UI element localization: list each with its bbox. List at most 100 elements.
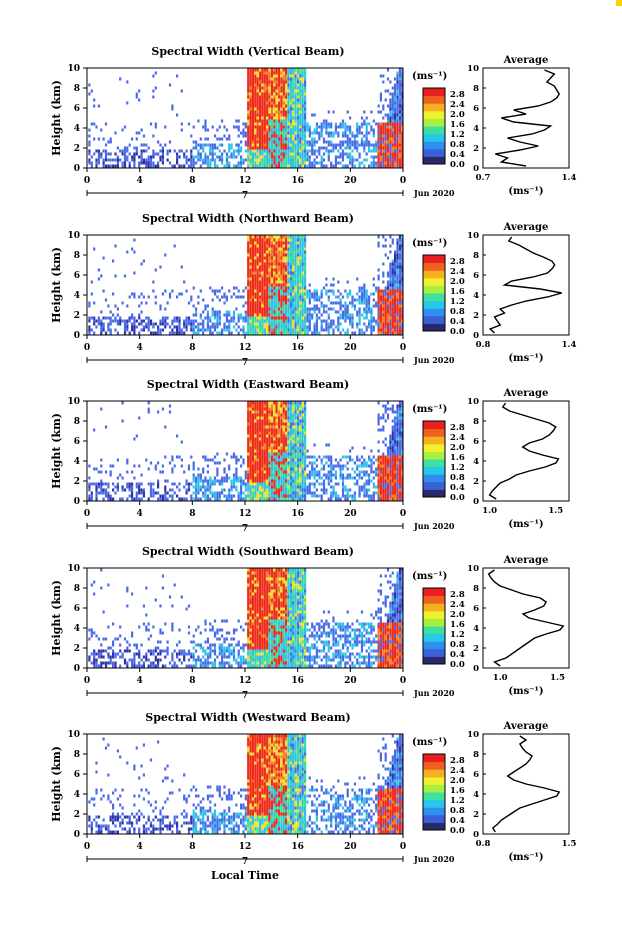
heatmap-cell [223, 126, 225, 129]
heatmap-cell [133, 317, 135, 320]
heatmap-cell [290, 75, 292, 78]
heatmap-cell [152, 156, 154, 159]
heatmap-cell [387, 447, 389, 450]
heatmap-cell [302, 317, 304, 320]
heatmap-cell [378, 144, 380, 147]
heatmap-cell [299, 90, 301, 93]
heatmap-cell [124, 153, 126, 156]
heatmap-cell [297, 447, 299, 450]
heatmap-cell [325, 290, 327, 293]
heatmap-cell [250, 468, 252, 471]
heatmap-cell [93, 323, 95, 326]
heatmap-cell [302, 492, 304, 495]
heatmap-cell [259, 308, 261, 311]
heatmap-cell [280, 281, 282, 284]
heatmap-cell [370, 480, 372, 483]
heatmap-cell [159, 150, 161, 153]
heatmap-cell [330, 326, 332, 329]
heatmap-cell [254, 272, 256, 275]
heatmap-cell [285, 96, 287, 99]
heatmap-cell [261, 120, 263, 123]
heatmap-cell [254, 471, 256, 474]
heatmap-cell [114, 492, 116, 495]
heatmap-cell [186, 150, 188, 153]
heatmap-cell [88, 84, 90, 87]
heatmap-cell [295, 462, 297, 465]
heatmap-cell [250, 72, 252, 75]
heatmap-cell [354, 299, 356, 302]
heatmap-cell [174, 326, 176, 329]
heatmap-cell [285, 477, 287, 480]
heatmap-cell [157, 486, 159, 489]
heatmap-cell [126, 305, 128, 308]
heatmap-cell [389, 117, 391, 120]
heatmap-cell [392, 284, 394, 287]
heatmap-cell [107, 326, 109, 329]
y-tick-label: 0 [74, 331, 80, 341]
heatmap-cell [264, 308, 266, 311]
heatmap-cell [318, 311, 320, 314]
heatmap-cell [290, 126, 292, 129]
heatmap-cell [273, 120, 275, 123]
heatmap-cell [273, 135, 275, 138]
heatmap-cell [169, 162, 171, 165]
heatmap-cell [278, 275, 280, 278]
heatmap-cell [380, 308, 382, 311]
heatmap-cell [387, 156, 389, 159]
heatmap-cell [266, 326, 268, 329]
heatmap-cell [283, 263, 285, 266]
heatmap-cell [171, 323, 173, 326]
heatmap-cell [143, 495, 145, 498]
heatmap-cell [250, 162, 252, 165]
heatmap-cell [193, 162, 195, 165]
heatmap-cell [254, 257, 256, 260]
heatmap-cell [252, 489, 254, 492]
heatmap-cell [321, 477, 323, 480]
heatmap-cell [278, 474, 280, 477]
heatmap-cell [252, 459, 254, 462]
heatmap-cell [389, 275, 391, 278]
heatmap-cell [273, 447, 275, 450]
heatmap-cell [297, 129, 299, 132]
heatmap-cell [373, 471, 375, 474]
heatmap-cell [143, 159, 145, 162]
heatmap-cell [399, 441, 401, 444]
heatmap-cell [392, 486, 394, 489]
heatmap-cell [285, 305, 287, 308]
heatmap-cell [228, 477, 230, 480]
heatmap-cell [221, 153, 223, 156]
heatmap-cell [287, 129, 289, 132]
heatmap-cell [129, 495, 131, 498]
heatmap-cell [290, 471, 292, 474]
heatmap-cell [271, 477, 273, 480]
heatmap-cell [337, 462, 339, 465]
profile-y-tick-label: 6 [473, 104, 479, 114]
heatmap-cell [254, 90, 256, 93]
heatmap-cell [311, 492, 313, 495]
heatmap-cell [271, 90, 273, 93]
heatmap-cell [323, 126, 325, 129]
heatmap-cell [342, 480, 344, 483]
heatmap-cell [302, 438, 304, 441]
heatmap-cell [178, 489, 180, 492]
heatmap-cell [257, 78, 259, 81]
heatmap-cell [268, 248, 270, 251]
heatmap-cell [266, 120, 268, 123]
heatmap-cell [276, 320, 278, 323]
heatmap-cell [266, 248, 268, 251]
heatmap-cell [285, 153, 287, 156]
heatmap-cell [178, 326, 180, 329]
heatmap-cell [354, 477, 356, 480]
heatmap-cell [290, 438, 292, 441]
heatmap-cell [264, 299, 266, 302]
heatmap-cell [325, 456, 327, 459]
heatmap-cell [290, 111, 292, 114]
heatmap-cell [252, 260, 254, 263]
heatmap-cell [351, 326, 353, 329]
heatmap-cell [233, 293, 235, 296]
heatmap-cell [252, 465, 254, 468]
heatmap-cell [311, 141, 313, 144]
heatmap-cell [399, 123, 401, 126]
heatmap-cell [207, 144, 209, 147]
